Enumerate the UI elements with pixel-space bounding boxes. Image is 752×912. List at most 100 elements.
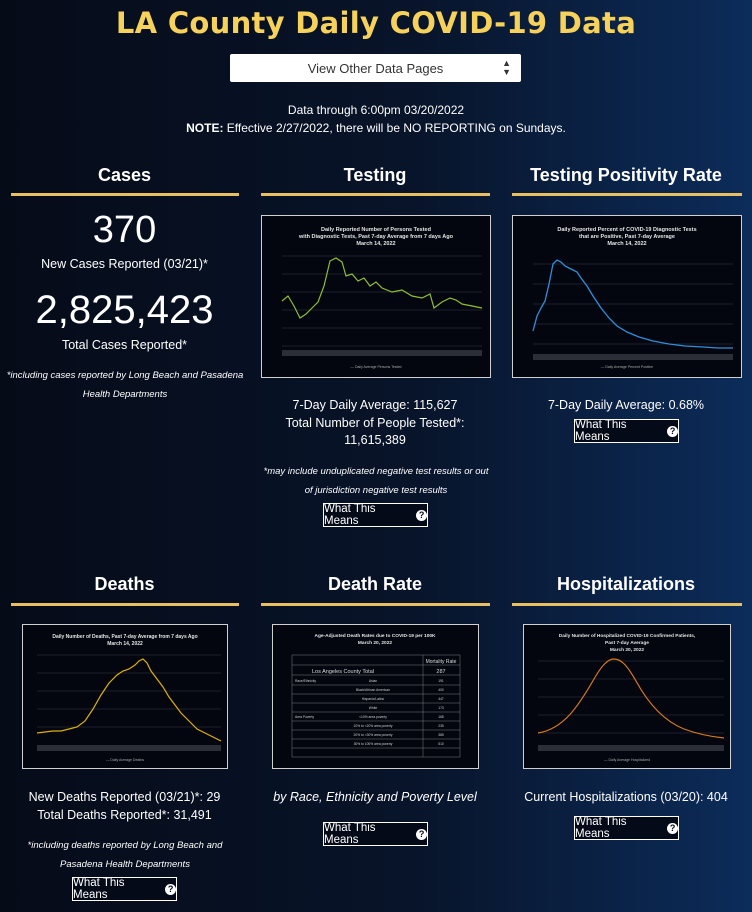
testing-average: 7-Day Daily Average: 115,627	[292, 398, 458, 412]
death-rate-heading: Death Rate	[327, 574, 423, 594]
hosp-chart-title-1: Daily Number of Hospitalized COVID-19 Co…	[559, 633, 696, 639]
deaths-footnote: *including deaths reported by Long Beach…	[0, 836, 250, 874]
cases-footnote-line2: Health Departments	[82, 389, 168, 400]
hospitalizations-divider	[512, 603, 742, 606]
hospitalizations-chart-thumbnail[interactable]: Daily Number of Hospitalized COVID-19 Co…	[523, 624, 731, 769]
death-rate-caption: by Race, Ethnicity and Poverty Level	[273, 790, 477, 804]
note-text: Effective 2/27/2022, there will be NO RE…	[223, 121, 566, 135]
rate-row-value: 447	[438, 697, 444, 701]
rate-row-label: Asian	[369, 679, 377, 683]
data-pages-dropdown[interactable]: View Other Data Pages ▲ ▼	[230, 54, 521, 82]
testing-what-this-means-button[interactable]: What This Means?	[323, 503, 428, 527]
svg-text:— Daily Average Persons Tested: — Daily Average Persons Tested	[350, 365, 401, 369]
rate-row-group: Area Poverty	[295, 715, 314, 719]
rate-row-label: Black/African American	[356, 688, 390, 692]
testing-total-label: Total Number of People Tested*:	[285, 416, 465, 430]
death-rate-table-thumbnail[interactable]: Age-Adjusted Death Rates due to COVID-19…	[272, 624, 479, 769]
rate-row-value: 510	[438, 742, 444, 746]
county-total-value: 287	[436, 669, 445, 675]
svg-text:— Daily Average Percent Positi: — Daily Average Percent Positive	[601, 365, 653, 369]
deaths-divider	[11, 603, 239, 606]
mortality-rate-header: Mortality Rate	[426, 659, 457, 665]
reporting-note: NOTE: Effective 2/27/2022, there will be…	[0, 121, 752, 135]
hospitalizations-heading: Hospitalizations	[556, 574, 695, 594]
deaths-footnote-line2: Pasadena Health Departments	[60, 859, 190, 870]
rate-row-label: Hispanic/Latino	[362, 697, 385, 701]
rate-row-label: 30% to 100% area poverty	[354, 742, 393, 746]
positivity-heading: Testing Positivity Rate	[530, 165, 722, 185]
hospitalizations-trend-line	[537, 658, 725, 739]
new-deaths: New Deaths Reported (03/21)*: 29	[28, 790, 221, 804]
positivity-trend-line	[532, 259, 733, 349]
deaths-chart-title-1: Daily Number of Deaths, Past 7-day Avera…	[52, 634, 197, 640]
testing-trend-line	[281, 257, 483, 319]
rate-row-label: 20% to <30% area poverty	[354, 733, 393, 737]
rate-row-value: 400	[438, 688, 444, 692]
cases-footnote: *including cases reported by Long Beach …	[0, 366, 250, 404]
rate-row-label: 10% to <20% area poverty	[354, 724, 393, 728]
rate-row-group: Race/Ethnicity	[295, 679, 316, 683]
deaths-button-label: What This Means	[73, 877, 125, 901]
dropdown-arrows-icon: ▲ ▼	[502, 58, 511, 77]
total-cases-label: Total Cases Reported*	[61, 338, 188, 352]
hospitalizations-what-this-means-button[interactable]: What This Means?	[574, 816, 679, 840]
deaths-chart-title-2: March 14, 2022	[107, 641, 143, 647]
question-icon: ?	[416, 828, 427, 840]
testing-footnote: *may include unduplicated negative test …	[248, 462, 504, 500]
positivity-what-this-means-button[interactable]: What This Means?	[574, 419, 679, 443]
question-icon: ?	[165, 883, 176, 895]
testing-heading: Testing	[343, 165, 407, 185]
svg-text:— Daily Average Deaths: — Daily Average Deaths	[106, 758, 144, 762]
testing-chart-title-1: Daily Reported Number of Persons Tested	[321, 227, 431, 233]
testing-footnote-line2: of jurisdiction negative test results	[304, 485, 448, 496]
rate-row-value: 168	[438, 715, 444, 719]
total-cases-value: 2,825,423	[35, 288, 214, 332]
cases-footnote-line1: *including cases reported by Long Beach …	[6, 370, 244, 381]
question-icon: ?	[416, 509, 427, 521]
rate-row-value: 235	[438, 724, 444, 728]
death-rate-button-label: What This Means	[324, 822, 376, 846]
total-deaths: Total Deaths Reported*: 31,491	[37, 808, 212, 822]
hosp-chart-title-2: Past 7-day Average	[605, 640, 649, 646]
positivity-chart-title-2: that are Positive, Past 7-day Average	[579, 234, 675, 240]
positivity-chart-title-3: March 14, 2022	[607, 241, 646, 247]
testing-footnote-line1: *may include unduplicated negative test …	[263, 466, 489, 477]
new-cases-label: New Cases Reported (03/21)*	[41, 257, 208, 271]
question-icon: ?	[667, 425, 678, 437]
deaths-trend-line	[36, 658, 222, 742]
rate-row-value: 173	[438, 706, 444, 710]
rate-row-label: <10% area poverty	[359, 715, 387, 719]
positivity-divider	[512, 193, 742, 196]
new-cases-value: 370	[92, 209, 157, 251]
positivity-chart-title-1: Daily Reported Percent of COVID-19 Diagn…	[557, 227, 696, 233]
testing-chart-thumbnail[interactable]: Daily Reported Number of Persons Tested …	[261, 215, 491, 378]
deaths-what-this-means-button[interactable]: What This Means?	[72, 877, 177, 901]
data-through-text: Data through 6:00pm 03/20/2022	[287, 103, 465, 117]
deaths-chart-thumbnail[interactable]: Daily Number of Deaths, Past 7-day Avera…	[22, 624, 228, 769]
question-icon: ?	[667, 822, 678, 834]
positivity-button-label: What This Means	[575, 419, 627, 443]
positivity-chart-thumbnail[interactable]: Daily Reported Percent of COVID-19 Diagn…	[512, 215, 742, 378]
death-rate-chart-title-2: March 20, 2022	[358, 640, 392, 646]
dropdown-label: View Other Data Pages	[307, 60, 444, 76]
svg-text:— Daily Average Hospitalized: — Daily Average Hospitalized	[604, 758, 650, 762]
rate-row-value: 191	[438, 679, 444, 683]
cases-heading: Cases	[97, 165, 152, 185]
note-label: NOTE:	[186, 121, 224, 135]
deaths-footnote-line1: *including deaths reported by Long Beach…	[27, 840, 223, 851]
testing-total-value: 11,615,389	[344, 433, 406, 447]
testing-button-label: What This Means	[324, 503, 376, 527]
testing-divider	[261, 193, 490, 196]
hospitalizations-button-label: What This Means	[575, 816, 627, 840]
cases-divider	[11, 193, 239, 196]
rate-row-label: White	[369, 706, 378, 710]
death-rate-what-this-means-button[interactable]: What This Means?	[323, 822, 428, 846]
testing-chart-title-2: with Diagnostic Tests, Past 7-day Averag…	[298, 234, 454, 240]
death-rate-chart-title-1: Age-Adjusted Death Rates due to COVID-19…	[314, 633, 436, 639]
page-title: LA County Daily COVID-19 Data	[115, 6, 637, 40]
rate-row-value: 385	[438, 733, 444, 737]
county-total-label: Los Angeles County Total	[312, 669, 374, 675]
hosp-chart-title-3: March 20, 2022	[610, 647, 644, 653]
current-hospitalizations: Current Hospitalizations (03/20): 404	[524, 790, 728, 804]
positivity-average: 7-Day Daily Average: 0.68%	[547, 398, 705, 412]
